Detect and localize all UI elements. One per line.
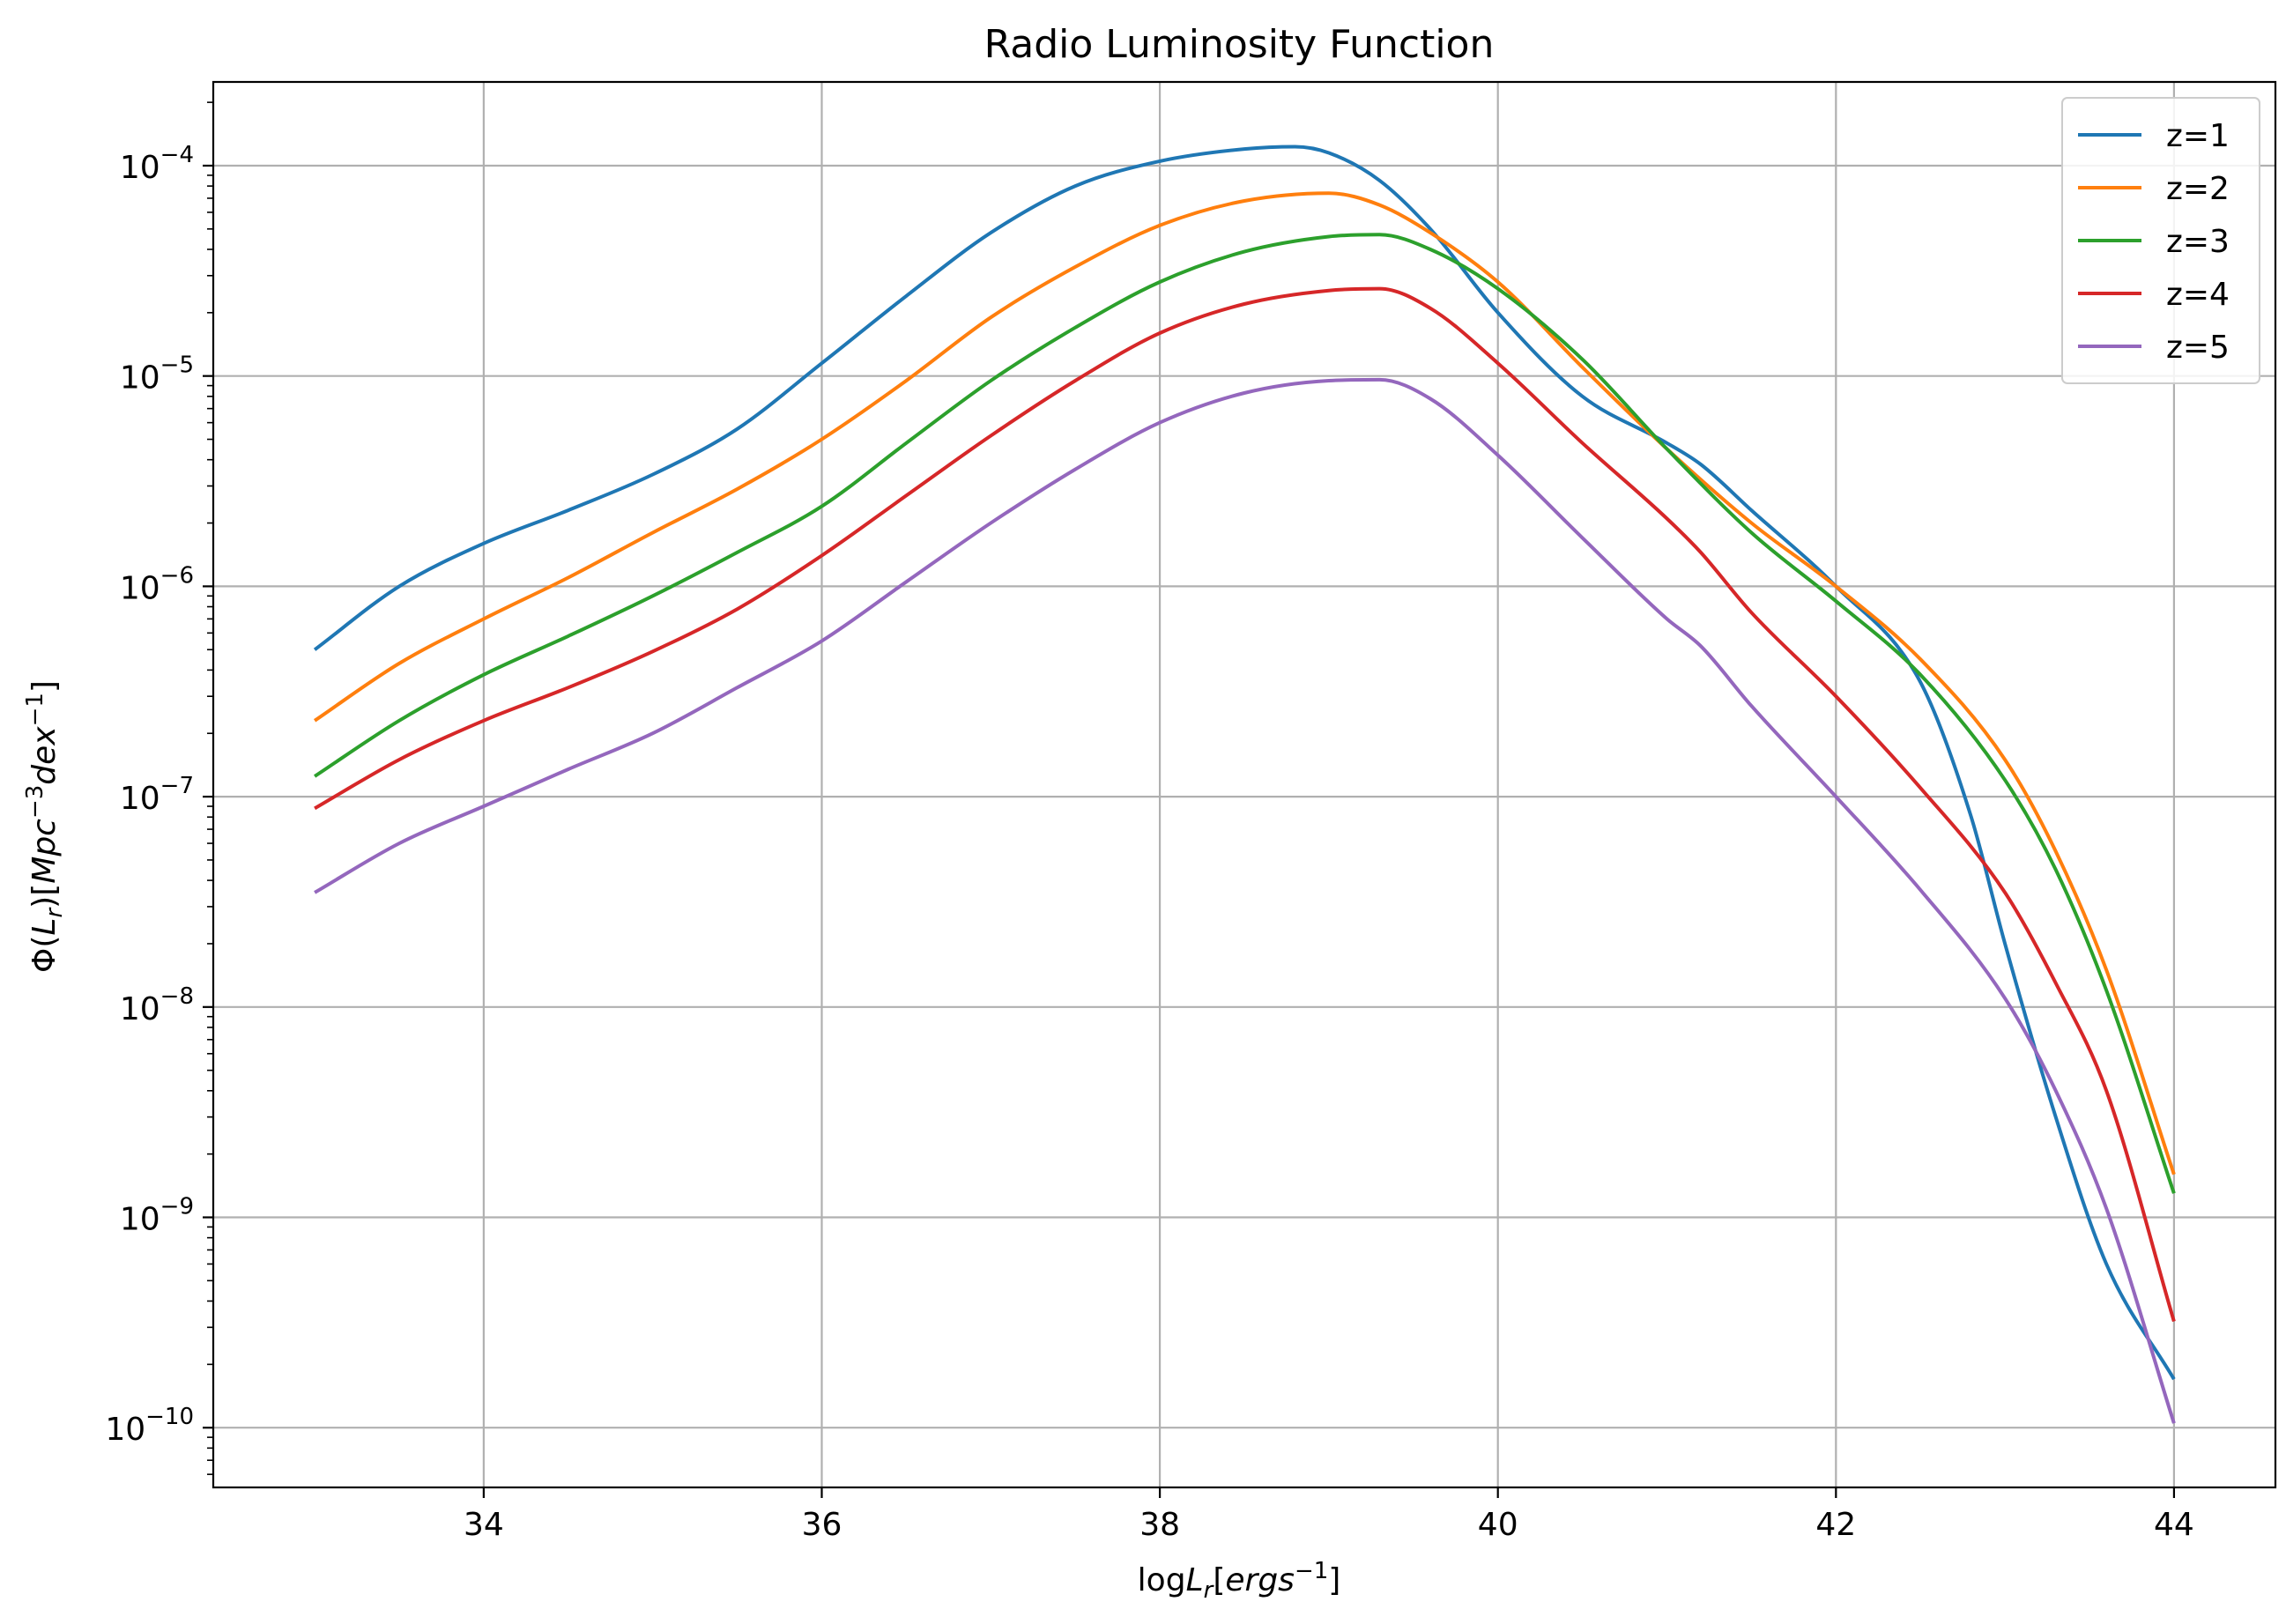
- y-tick-label: 10−6: [120, 562, 194, 606]
- legend-label: z=5: [2166, 330, 2230, 366]
- legend-box: [2061, 97, 2260, 384]
- legend-label: z=4: [2166, 277, 2230, 313]
- x-axis-label: logLr[ergs−1]: [1138, 1558, 1341, 1604]
- series-line-z5: [314, 377, 2176, 1424]
- series-line-z3: [313, 233, 2176, 1194]
- x-tick-label: 40: [1478, 1507, 1518, 1543]
- series-lines: [313, 145, 2176, 1424]
- axis-ticks: [203, 101, 2176, 1498]
- y-tick-labels: 10−10 10−9 10−8 10−7 10−6 10−5 10−4: [105, 142, 194, 1448]
- y-axis-label: Φ(Lr)[Mpc−3dex−1]: [22, 680, 68, 973]
- y-tick-label: 10−7: [120, 773, 194, 817]
- x-tick-label: 36: [802, 1507, 842, 1543]
- y-tick-label: 10−8: [120, 983, 194, 1027]
- y-tick-label: 10−10: [105, 1404, 194, 1448]
- legend-label: z=1: [2166, 118, 2230, 154]
- series-line-z1: [313, 145, 2176, 1381]
- x-tick-label: 38: [1139, 1507, 1180, 1543]
- grid: [213, 82, 2275, 1487]
- x-tick-label: 34: [464, 1507, 504, 1543]
- x-tick-label: 44: [2154, 1507, 2194, 1543]
- series-line-z2: [313, 191, 2176, 1175]
- y-tick-label: 10−4: [120, 142, 194, 186]
- x-tick-labels: 34 36 38 40 42 44: [464, 1507, 2194, 1543]
- plot-frame: [212, 80, 2277, 1489]
- y-tick-label: 10−5: [120, 352, 194, 397]
- y-tick-label: 10−9: [120, 1194, 194, 1238]
- series-line-z4: [314, 286, 2176, 1323]
- chart-title: Radio Luminosity Function: [984, 22, 1495, 67]
- legend-label: z=3: [2166, 224, 2230, 260]
- x-tick-label: 42: [1815, 1507, 1856, 1543]
- legend-label: z=2: [2166, 171, 2230, 207]
- legend: z=1 z=2 z=3 z=4 z=5: [2061, 97, 2260, 384]
